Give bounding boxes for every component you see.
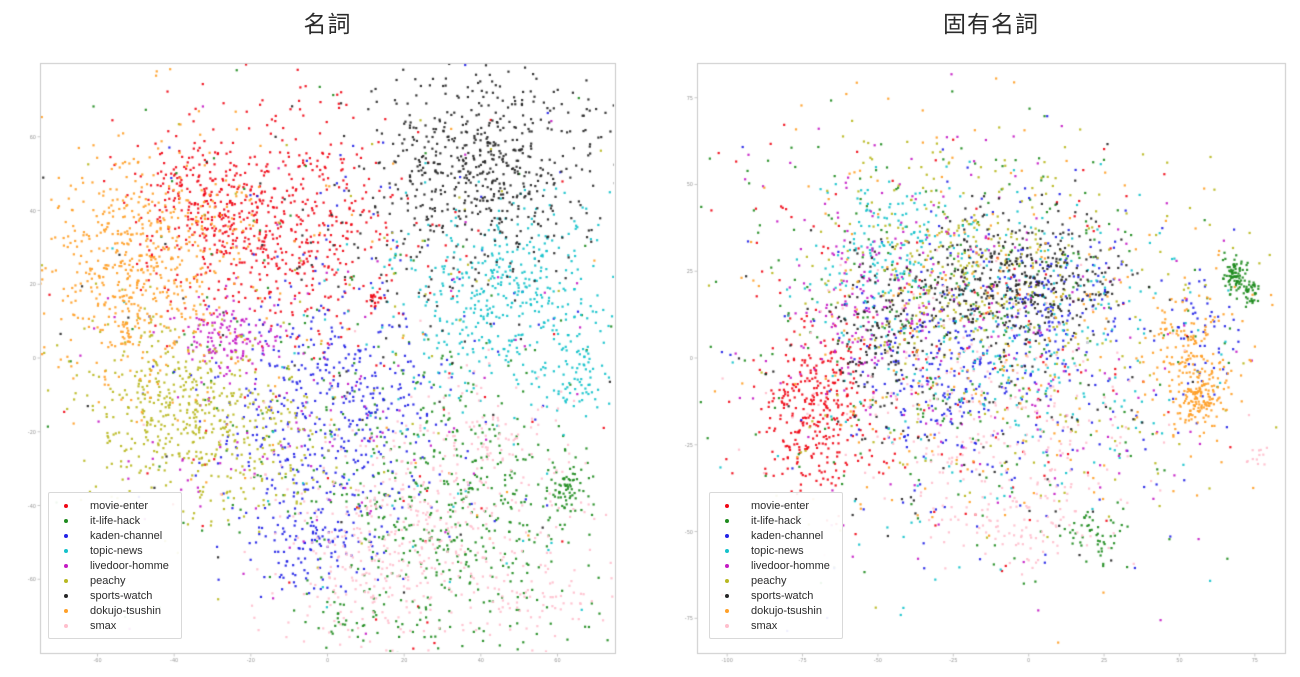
legend-item: livedoor-homme xyxy=(719,558,830,573)
legend-swatch-movie-enter xyxy=(64,503,68,508)
legend-label: it-life-hack xyxy=(751,514,802,527)
legend-swatch-smax xyxy=(64,623,68,628)
legend-label: dokujo-tsushin xyxy=(90,604,161,617)
legend-swatch-livedoor-homme xyxy=(725,563,729,568)
plot-title-noun: 名詞 xyxy=(303,11,352,37)
legend-item: movie-enter xyxy=(719,498,830,513)
legend-swatch-smax xyxy=(725,623,729,628)
legend-item: smax xyxy=(719,618,830,633)
legend-label: topic-news xyxy=(751,544,804,557)
legend-swatch-livedoor-homme xyxy=(64,563,68,568)
legend-item: livedoor-homme xyxy=(58,558,169,573)
legend-swatch-topic-news xyxy=(64,548,68,553)
legend-label: peachy xyxy=(90,574,126,587)
legend-label: sports-watch xyxy=(90,589,153,602)
legend-label: dokujo-tsushin xyxy=(751,604,822,617)
legend-item: smax xyxy=(58,618,169,633)
legend-item: peachy xyxy=(719,573,830,588)
legend-label: livedoor-homme xyxy=(90,559,169,572)
legend-label: sports-watch xyxy=(751,589,814,602)
legend-label: topic-news xyxy=(90,544,143,557)
legend-label: livedoor-homme xyxy=(751,559,830,572)
plot-noun: movie-enter it-life-hack kaden-channel t… xyxy=(26,59,619,665)
legend-item: peachy xyxy=(58,573,169,588)
legend-item: it-life-hack xyxy=(58,513,169,528)
legend-label: kaden-channel xyxy=(751,529,824,542)
legend-item: kaden-channel xyxy=(58,528,169,543)
legend-item: dokujo-tsushin xyxy=(58,603,169,618)
legend-item: it-life-hack xyxy=(719,513,830,528)
legend-label: kaden-channel xyxy=(90,529,163,542)
legend-swatch-dokujo-tsushin xyxy=(725,608,729,613)
legend-swatch-movie-enter xyxy=(725,503,729,508)
legend-swatch-dokujo-tsushin xyxy=(64,608,68,613)
legend-swatch-it-life-hack xyxy=(725,518,729,523)
legend-item: dokujo-tsushin xyxy=(719,603,830,618)
legend-swatch-peachy xyxy=(64,578,68,583)
legend-item: sports-watch xyxy=(719,588,830,603)
legend-item: sports-watch xyxy=(58,588,169,603)
legend-swatch-sports-watch xyxy=(64,593,68,598)
legend-noun: movie-enter it-life-hack kaden-channel t… xyxy=(48,492,182,639)
legend-item: topic-news xyxy=(719,543,830,558)
legend-swatch-it-life-hack xyxy=(64,518,68,523)
legend-swatch-topic-news xyxy=(725,548,729,553)
legend-item: movie-enter xyxy=(58,498,169,513)
legend-label: smax xyxy=(90,619,117,632)
legend-swatch-kaden-channel xyxy=(725,533,729,538)
plot-proper-noun: movie-enter it-life-hack kaden-channel t… xyxy=(683,59,1289,665)
legend-proper-noun: movie-enter it-life-hack kaden-channel t… xyxy=(709,492,843,639)
legend-label: movie-enter xyxy=(90,499,149,512)
legend-label: movie-enter xyxy=(751,499,810,512)
legend-item: kaden-channel xyxy=(719,528,830,543)
legend-swatch-peachy xyxy=(725,578,729,583)
legend-item: topic-news xyxy=(58,543,169,558)
plot-title-proper-noun: 固有名詞 xyxy=(943,11,1039,37)
legend-label: it-life-hack xyxy=(90,514,141,527)
legend-label: smax xyxy=(751,619,778,632)
legend-swatch-kaden-channel xyxy=(64,533,68,538)
legend-swatch-sports-watch xyxy=(725,593,729,598)
legend-label: peachy xyxy=(751,574,787,587)
